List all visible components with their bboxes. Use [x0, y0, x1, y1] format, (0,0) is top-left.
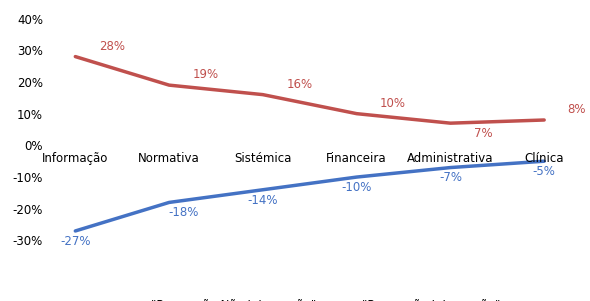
Text: 10%: 10% — [380, 97, 406, 110]
Text: Financeira: Financeira — [326, 152, 387, 165]
Text: Administrativa: Administrativa — [407, 152, 494, 165]
Text: 7%: 7% — [474, 127, 493, 140]
Text: -7%: -7% — [439, 171, 462, 184]
Text: -18%: -18% — [168, 206, 198, 219]
Text: -5%: -5% — [533, 165, 556, 178]
Text: 19%: 19% — [192, 68, 219, 81]
Text: 8%: 8% — [568, 103, 586, 116]
Text: Sistémica: Sistémica — [234, 152, 291, 165]
Text: -14%: -14% — [248, 194, 278, 206]
Text: Clínica: Clínica — [525, 152, 564, 165]
Text: -10%: -10% — [342, 181, 372, 194]
Text: Normativa: Normativa — [138, 152, 200, 165]
Legend: "Percepção Não Integração", "Percepção Integração": "Percepção Não Integração", "Percepção I… — [114, 295, 505, 301]
Text: Informação: Informação — [42, 152, 109, 165]
Text: 28%: 28% — [99, 40, 124, 53]
Text: 16%: 16% — [286, 78, 313, 91]
Text: -27%: -27% — [60, 235, 91, 248]
